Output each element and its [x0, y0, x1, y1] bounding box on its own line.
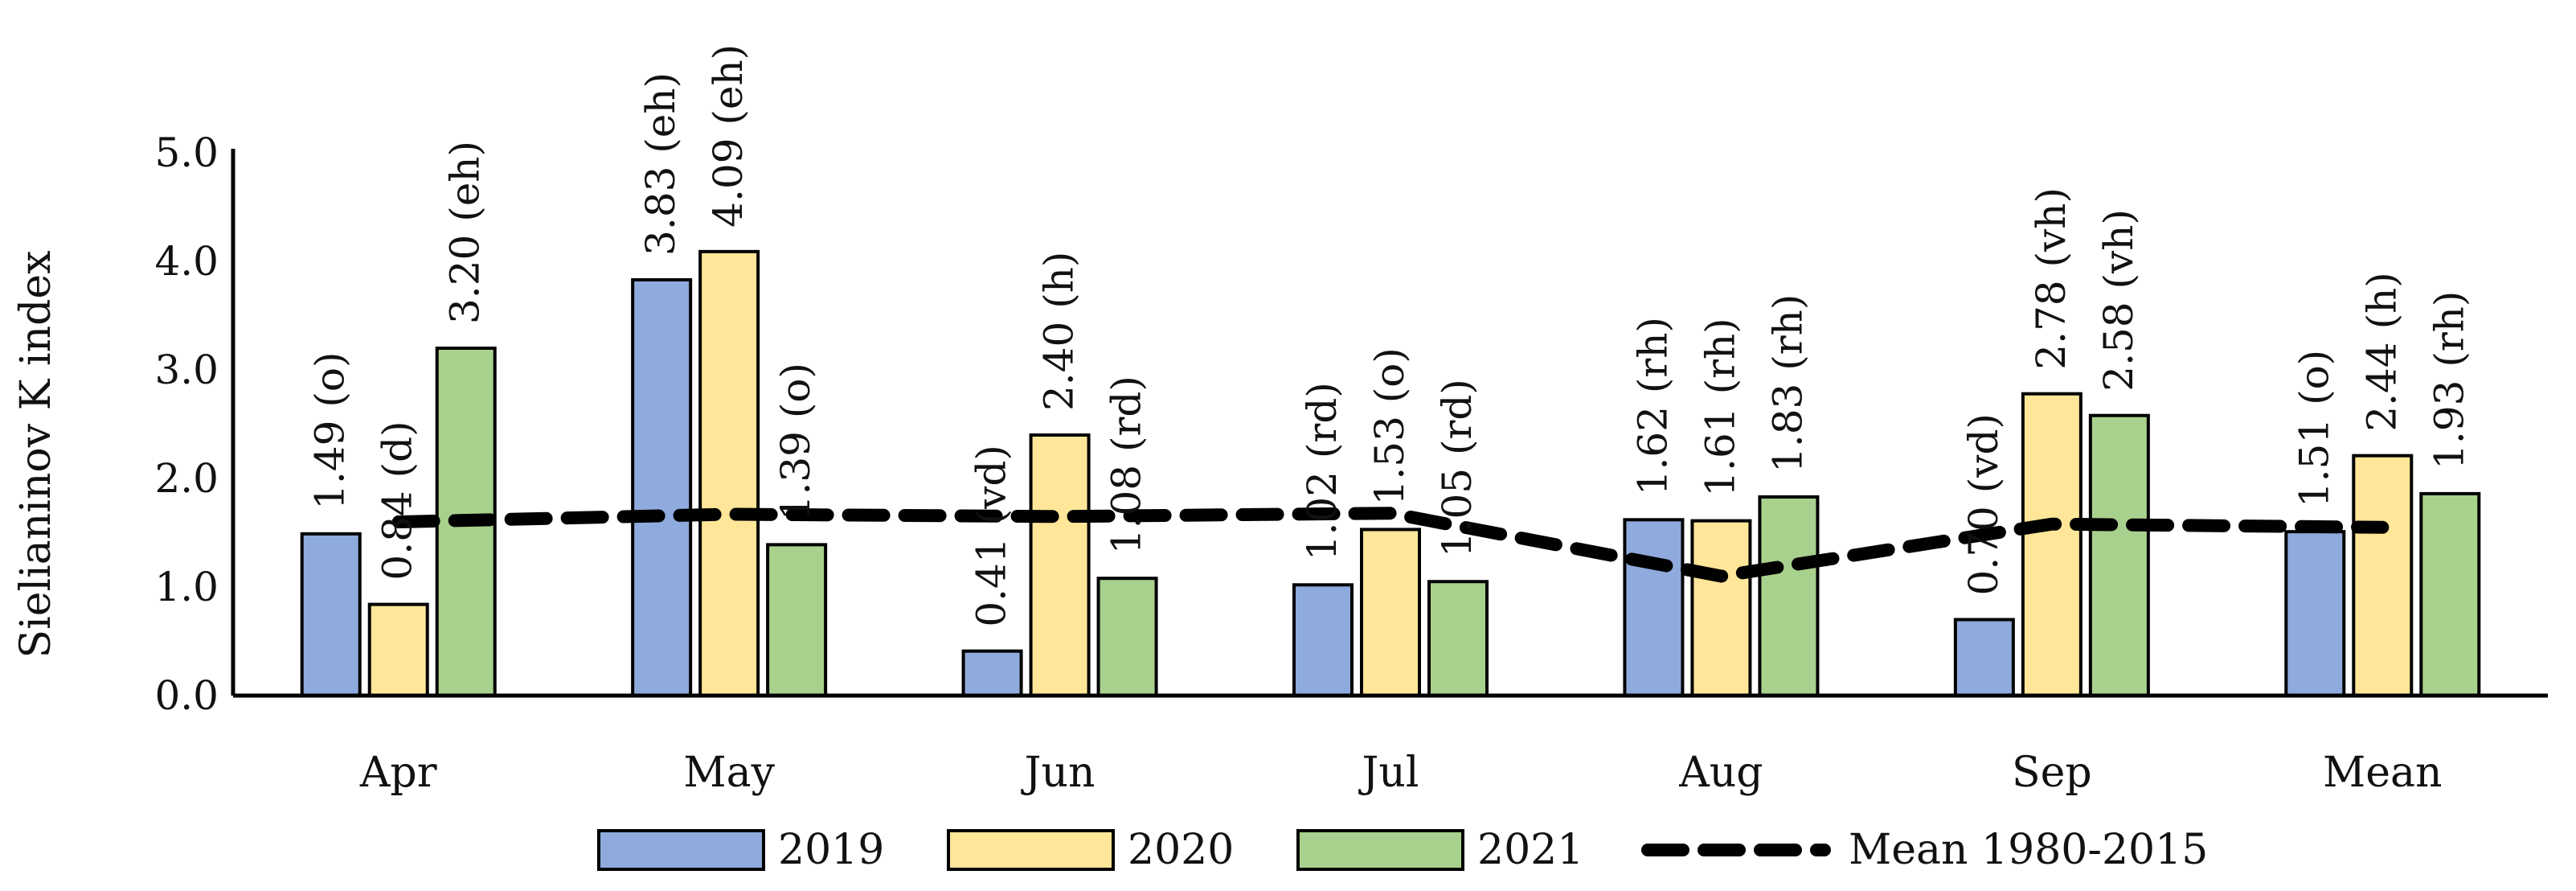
bar-2019-may	[631, 277, 693, 697]
data-label-2019-jun: 0.41 (vd)	[969, 445, 1015, 627]
legend-swatch-2021	[1296, 829, 1464, 871]
data-label-2021-sep: 2.58 (vh)	[2095, 209, 2142, 392]
mean-line-series	[391, 507, 2390, 583]
data-label-2021-may: 1.39 (o)	[772, 363, 819, 520]
bar-2021-may	[766, 543, 828, 697]
y-tick-label: 3.0	[154, 347, 219, 393]
data-label-2019-mean: 1.51 (o)	[2291, 350, 2337, 507]
bar-2020-jul	[1360, 528, 1421, 698]
data-label-2019-sep: 0.70 (vd)	[1960, 413, 2007, 596]
category-label-may: May	[683, 749, 775, 797]
data-label-2020-sep: 2.78 (vh)	[2028, 187, 2074, 370]
y-tick-label: 1.0	[154, 564, 219, 610]
bar-2021-jun	[1096, 577, 1158, 698]
data-label-2021-mean: 1.93 (rh)	[2426, 291, 2472, 470]
category-label-apr: Apr	[359, 749, 437, 797]
category-labels: Apr May Jun Jul Aug Sep Mean	[359, 749, 2443, 797]
y-tick-label: 2.0	[154, 455, 219, 502]
data-label-2021-jun: 1.08 (rd)	[1104, 376, 1150, 554]
data-label-2019-may: 3.83 (eh)	[637, 72, 684, 256]
data-label-2019-apr: 1.49 (o)	[307, 352, 354, 510]
bar-2019-aug	[1623, 518, 1685, 697]
category-label-mean: Mean	[2323, 749, 2443, 797]
data-label-2021-aug: 1.83 (rh)	[1764, 294, 1811, 473]
category-label-jul: Jul	[1358, 749, 1419, 797]
data-label-2020-may: 4.09 (eh)	[705, 44, 752, 228]
y-tick-label: 0.0	[154, 672, 219, 719]
y-axis-title: Sielianinov K index	[12, 251, 60, 659]
mean-line-path	[391, 507, 2390, 583]
y-tick-label: 4.0	[154, 238, 219, 285]
bar-2019-jul	[1292, 583, 1354, 697]
legend-label-2021: 2021	[1477, 826, 1583, 874]
data-labels: 1.49 (o) 0.84 (d) 3.20 (eh) 3.83 (eh) 4.09 (…	[307, 44, 2473, 627]
y-axis-ticks: 0.0 1.0 2.0 3.0 4.0 5.0	[154, 129, 219, 719]
bar-2021-sep	[2088, 413, 2150, 697]
bar-2020-aug	[1690, 519, 1752, 698]
category-label-aug: Aug	[1678, 749, 1763, 797]
bar-2020-mean	[2352, 454, 2414, 698]
bar-2019-sep	[1953, 618, 2015, 697]
bar-2019-mean	[2284, 530, 2346, 698]
data-label-2021-jul: 1.05 (rd)	[1434, 379, 1480, 557]
data-label-2019-aug: 1.62 (rh)	[1629, 317, 1676, 495]
legend-swatch-2020	[947, 829, 1115, 871]
legend-label-mean: Mean 1980-2015	[1849, 826, 2208, 874]
bar-2021-aug	[1758, 495, 1820, 698]
data-label-2020-aug: 1.61 (rh)	[1697, 318, 1743, 496]
bar-2020-may	[698, 249, 760, 698]
category-label-jun: Jun	[1021, 749, 1096, 797]
legend: 2019 2020 2021 Mean 1980-2015	[597, 826, 2208, 874]
bar-2019-apr	[300, 532, 362, 697]
legend-label-2019: 2019	[778, 826, 884, 874]
bar-2021-jul	[1427, 580, 1489, 697]
bar-2020-jun	[1029, 433, 1091, 697]
data-label-2020-mean: 2.44 (h)	[2358, 272, 2405, 431]
data-label-2020-apr: 0.84 (d)	[375, 421, 421, 580]
bar-2020-sep	[2021, 392, 2083, 697]
data-label-2019-jul: 1.02 (rd)	[1299, 382, 1345, 560]
legend-swatch-2019	[597, 829, 765, 871]
y-tick-label: 5.0	[154, 129, 219, 176]
legend-label-2020: 2020	[1128, 826, 1234, 874]
category-label-sep: Sep	[2012, 749, 2092, 797]
bar-2021-mean	[2419, 491, 2481, 698]
data-label-2020-jul: 1.53 (o)	[1366, 347, 1413, 505]
bar-2020-apr	[367, 602, 429, 697]
data-label-2020-jun: 2.40 (h)	[1036, 252, 1083, 411]
bar-2019-jun	[961, 649, 1023, 698]
axes	[231, 149, 2548, 698]
data-label-2021-apr: 3.20 (eh)	[442, 141, 489, 324]
